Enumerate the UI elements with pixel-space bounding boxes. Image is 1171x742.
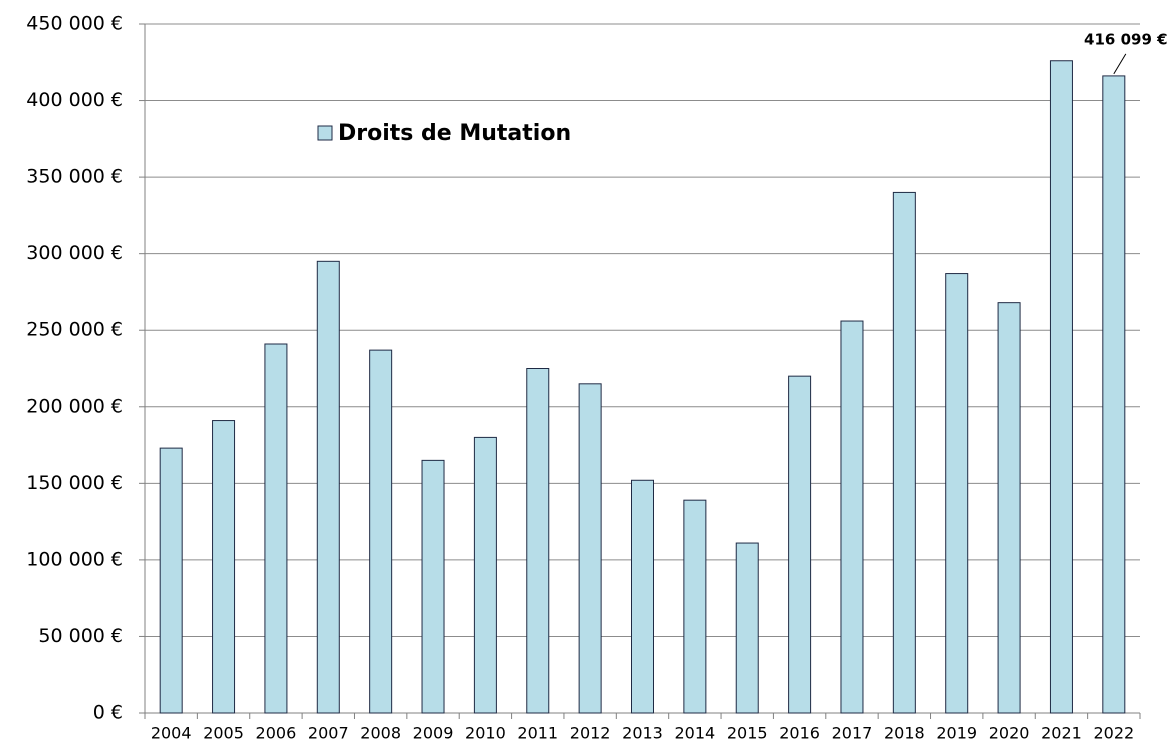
x-tick-label: 2021 — [1041, 724, 1082, 742]
bar — [473, 436, 497, 714]
bar — [421, 459, 445, 714]
bar — [526, 368, 550, 714]
bar — [578, 383, 602, 714]
x-tick-label: 2009 — [413, 724, 454, 742]
x-tick-label: 2010 — [465, 724, 506, 742]
x-tick-label: 2020 — [989, 724, 1030, 742]
x-tick-label: 2016 — [779, 724, 820, 742]
x-tick-label: 2004 — [151, 724, 192, 742]
x-tick-label: 2006 — [256, 724, 297, 742]
x-tick-label: 2008 — [360, 724, 401, 742]
x-tick-label: 2012 — [570, 724, 611, 742]
x-tick-label: 2005 — [203, 724, 244, 742]
bar — [212, 420, 236, 714]
x-tick-label: 2007 — [308, 724, 349, 742]
bar — [945, 273, 969, 714]
y-tick-label: 200 000 € — [26, 395, 123, 417]
x-tick-label: 2019 — [936, 724, 977, 742]
bar — [1102, 75, 1126, 714]
y-tick-label: 150 000 € — [26, 472, 123, 494]
y-tick-label: 250 000 € — [26, 319, 123, 341]
y-tick-label: 400 000 € — [26, 89, 123, 111]
data-label: 416 099 € — [1084, 30, 1168, 48]
bar — [1049, 60, 1073, 714]
y-tick-label: 50 000 € — [38, 625, 123, 647]
legend-swatch — [317, 125, 333, 141]
y-tick-label: 0 € — [93, 702, 123, 724]
label-leader — [1113, 53, 1127, 75]
bar — [369, 349, 393, 714]
bar — [735, 542, 759, 714]
bar — [997, 302, 1021, 714]
legend-label: Droits de Mutation — [338, 121, 571, 146]
x-tick-label: 2014 — [675, 724, 716, 742]
bar — [264, 343, 288, 714]
y-tick-label: 100 000 € — [26, 548, 123, 570]
y-tick-label: 300 000 € — [26, 242, 123, 264]
x-tick-label: 2018 — [884, 724, 925, 742]
x-tick-label: 2015 — [727, 724, 768, 742]
bar — [892, 191, 916, 714]
x-tick-label: 2022 — [1093, 724, 1134, 742]
bar — [159, 447, 183, 714]
y-tick-label: 350 000 € — [26, 166, 123, 188]
bar — [840, 320, 864, 714]
x-tick-label: 2011 — [517, 724, 558, 742]
bar — [683, 499, 707, 714]
x-tick-label: 2013 — [622, 724, 663, 742]
bar — [788, 375, 812, 714]
bar — [316, 260, 340, 714]
y-tick-label: 450 000 € — [26, 13, 123, 35]
bar — [631, 479, 654, 714]
x-tick-label: 2017 — [832, 724, 873, 742]
